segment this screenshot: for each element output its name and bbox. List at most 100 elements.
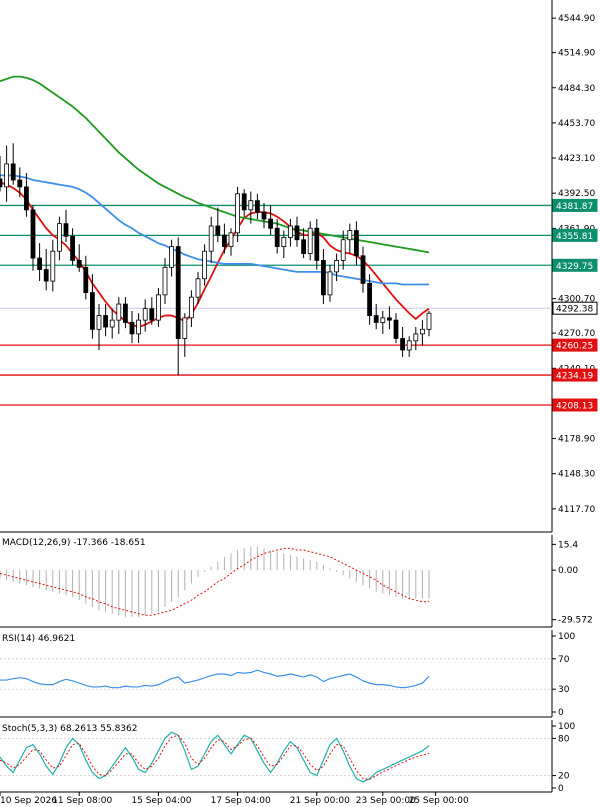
- time-tick-label: 25 Sep 00:00: [409, 796, 469, 806]
- candle-body: [301, 239, 307, 254]
- level-tag-label: 4260.25: [556, 342, 593, 352]
- level-tag-box: [552, 258, 598, 272]
- candle-body: [334, 260, 340, 273]
- candle: [149, 297, 155, 325]
- candle: [353, 221, 359, 265]
- candle-body: [268, 218, 274, 229]
- candle: [76, 244, 82, 272]
- candle-body: [294, 225, 300, 241]
- candle-body: [248, 200, 254, 211]
- candle-body: [406, 340, 412, 351]
- candle-body: [228, 232, 234, 248]
- candle-body: [426, 312, 432, 330]
- candle-body: [380, 317, 386, 323]
- macd-tick-label: 15.4: [558, 540, 578, 550]
- level-tag-label: 4234.19: [556, 372, 593, 382]
- candle-body: [175, 246, 181, 339]
- candle-body: [208, 225, 214, 252]
- level-tag-box: [552, 368, 598, 382]
- candle-body: [50, 250, 56, 282]
- price-tick-label: 4148.30: [558, 470, 595, 480]
- candle: [228, 228, 234, 256]
- candle: [155, 287, 161, 328]
- rsi-label: RSI(14) 46.9621: [2, 634, 75, 644]
- level-tag-box: [552, 338, 598, 352]
- candle: [241, 189, 247, 217]
- candle: [235, 186, 241, 243]
- candle: [400, 327, 406, 357]
- stoch-tick-label: 0: [558, 784, 564, 794]
- candle: [426, 310, 432, 337]
- rsi-line: [0, 669, 430, 689]
- candle-body: [43, 269, 49, 282]
- level-tag-label: 4329.75: [556, 262, 593, 272]
- candle: [320, 248, 326, 305]
- time-tick-label: 23 Sep 00:00: [356, 796, 416, 806]
- stoch-signal-line: [0, 734, 430, 780]
- candle-body: [254, 200, 260, 213]
- candle-body: [327, 271, 333, 296]
- candle-body: [76, 260, 82, 268]
- candle: [254, 193, 260, 220]
- candle-body: [274, 227, 280, 248]
- candle: [261, 202, 267, 229]
- candle-body: [400, 338, 406, 351]
- macd-signal-line: [0, 547, 430, 616]
- rsi-tick-label: 30: [558, 685, 570, 695]
- candle-body: [261, 211, 267, 220]
- price-tick-label: 4514.90: [558, 49, 595, 59]
- candle: [221, 223, 227, 254]
- candle-body: [23, 186, 29, 211]
- rsi-tick-label: 100: [558, 632, 575, 642]
- price-tick-label: 4544.90: [558, 14, 595, 24]
- price-tick-label: 4484.30: [558, 84, 595, 94]
- candle: [281, 230, 287, 259]
- candle-body: [149, 308, 155, 321]
- macd-tick-label: 0.00: [558, 566, 578, 576]
- macd-label: MACD(12,26,9) -17.366 -18.651: [2, 538, 146, 548]
- stoch-tick-label: 20: [558, 772, 570, 782]
- candle-body: [195, 278, 201, 298]
- candle: [175, 237, 181, 376]
- time-tick-label: 21 Sep 00:00: [290, 796, 350, 806]
- candle-body: [241, 193, 247, 211]
- level-tag-label: 4381.87: [556, 202, 593, 212]
- stoch-label: Stoch(5,3,3) 68.2613 55.8362: [2, 724, 137, 734]
- candle-body: [37, 257, 42, 270]
- price-tick-label: 4178.90: [558, 435, 595, 445]
- candle: [268, 205, 274, 236]
- candle-body: [281, 237, 287, 248]
- candle-body: [17, 179, 23, 188]
- candle: [340, 230, 346, 270]
- candle-body: [169, 246, 175, 268]
- moving-average-line: [0, 181, 430, 328]
- candle: [83, 255, 89, 300]
- candle-body: [215, 225, 221, 236]
- candle-body: [10, 163, 16, 181]
- candle-body: [340, 239, 346, 261]
- candle-body: [182, 317, 188, 339]
- price-tick-label: 4453.70: [558, 119, 595, 129]
- candle: [334, 253, 340, 282]
- level-tag-label: 4355.81: [556, 232, 593, 242]
- candle-body: [30, 209, 36, 259]
- candle: [17, 167, 23, 198]
- candle-body: [287, 225, 293, 238]
- candle: [50, 239, 56, 292]
- candle: [4, 145, 9, 202]
- candle: [248, 191, 254, 224]
- time-tick-label: 11 Sep 08:00: [52, 796, 112, 806]
- price-tick-label: 4392.50: [558, 189, 595, 199]
- candle: [274, 219, 280, 254]
- candle: [30, 205, 36, 271]
- candle: [63, 209, 69, 243]
- candle: [215, 207, 221, 243]
- candle: [314, 219, 320, 270]
- candle-body: [235, 193, 241, 234]
- time-tick-label: 10 Sep 2026: [0, 796, 57, 806]
- candle: [380, 310, 386, 334]
- candle: [294, 216, 300, 247]
- rsi-tick-label: 0: [558, 708, 564, 718]
- candle-body: [360, 255, 366, 284]
